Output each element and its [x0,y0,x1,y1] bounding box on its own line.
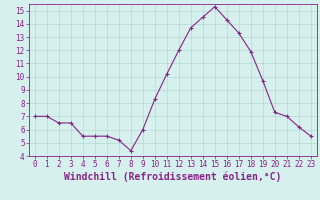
X-axis label: Windchill (Refroidissement éolien,°C): Windchill (Refroidissement éolien,°C) [64,172,282,182]
